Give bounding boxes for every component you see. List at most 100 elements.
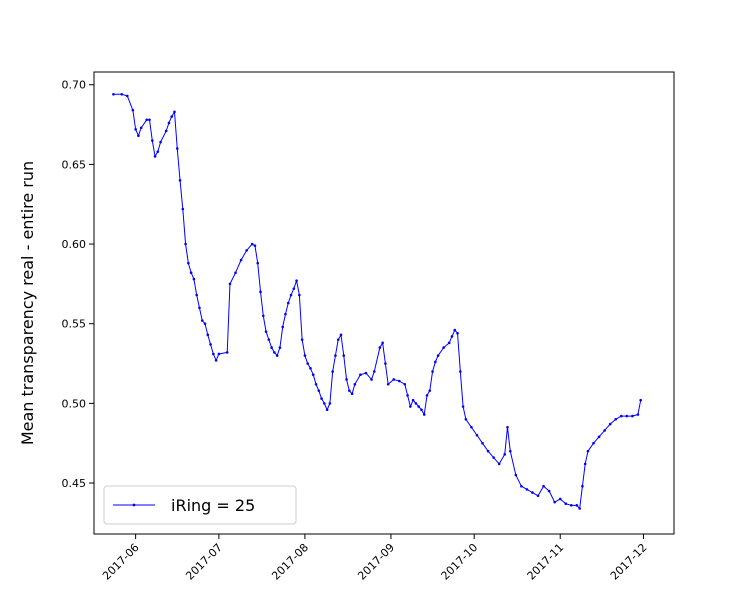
- data-point: [278, 346, 282, 349]
- data-point: [314, 382, 318, 386]
- data-point: [273, 351, 276, 354]
- data-point: [175, 147, 179, 150]
- data-point: [486, 449, 490, 453]
- data-point: [317, 389, 321, 392]
- data-point: [459, 370, 462, 373]
- y-tick-label: 0.70: [62, 79, 87, 92]
- y-tick-label: 0.50: [62, 397, 87, 410]
- data-point: [542, 484, 545, 488]
- data-point: [323, 402, 326, 405]
- data-point: [506, 425, 509, 429]
- data-point: [631, 414, 634, 418]
- data-point: [309, 367, 312, 370]
- data-point: [256, 261, 260, 265]
- data-point: [378, 346, 382, 349]
- data-point: [250, 242, 254, 246]
- data-point: [264, 330, 268, 333]
- data-point: [414, 402, 418, 405]
- data-point: [536, 494, 540, 498]
- data-point: [295, 279, 298, 283]
- y-tick-label: 0.60: [62, 238, 87, 251]
- data-point: [525, 488, 529, 491]
- data-point: [608, 422, 612, 426]
- data-point: [497, 462, 501, 466]
- data-point: [270, 346, 273, 349]
- data-point: [397, 379, 401, 383]
- data-point: [292, 287, 296, 290]
- data-point: [411, 398, 415, 402]
- data-point: [159, 140, 162, 144]
- data-point: [603, 429, 606, 432]
- data-point: [553, 500, 556, 504]
- data-point: [336, 338, 340, 341]
- data-point: [245, 249, 248, 252]
- data-point: [187, 261, 190, 265]
- data-point: [164, 129, 168, 133]
- data-point: [581, 484, 584, 488]
- data-point: [195, 293, 198, 297]
- data-point: [281, 325, 285, 329]
- data-point: [597, 435, 601, 439]
- data-point: [503, 453, 507, 456]
- data-point: [184, 242, 187, 246]
- data-point: [170, 115, 173, 118]
- data-point: [239, 258, 243, 262]
- data-point: [547, 489, 551, 493]
- data-point: [453, 328, 457, 332]
- data-point: [200, 319, 204, 322]
- data-point: [381, 341, 384, 345]
- data-point: [145, 118, 149, 122]
- plot-frame: [93, 71, 675, 535]
- data-point: [339, 333, 343, 337]
- data-point: [425, 394, 429, 397]
- data-point: [298, 293, 301, 297]
- data-point: [442, 346, 445, 349]
- data-point: [259, 290, 262, 294]
- data-point: [153, 155, 157, 158]
- data-point: [209, 343, 212, 346]
- data-point: [384, 362, 387, 365]
- data-point: [217, 352, 221, 356]
- data-point: [214, 359, 218, 362]
- data-point: [303, 354, 307, 357]
- data-point: [306, 362, 309, 365]
- data-point: [578, 507, 581, 510]
- data-point: [212, 352, 215, 356]
- data-point: [275, 354, 279, 357]
- data-point: [575, 504, 579, 507]
- data-point: [636, 413, 640, 416]
- data-point: [403, 382, 407, 386]
- data-point: [289, 293, 293, 297]
- data-point: [234, 271, 237, 275]
- data-point: [300, 338, 304, 341]
- data-point: [409, 405, 412, 408]
- data-point: [342, 354, 346, 357]
- data-point: [181, 207, 185, 211]
- data-point: [508, 449, 512, 453]
- data-point: [564, 502, 568, 506]
- data-point: [328, 402, 332, 405]
- data-point: [456, 331, 459, 335]
- data-point: [167, 121, 171, 125]
- legend-marker-swatch: [132, 503, 136, 507]
- data-point: [428, 389, 432, 392]
- data-point: [370, 378, 373, 381]
- data-point: [364, 371, 368, 375]
- data-point: [156, 150, 160, 153]
- y-tick-label: 0.65: [62, 158, 87, 171]
- legend-entry-label: iRing = 25: [171, 496, 255, 515]
- data-point: [267, 338, 271, 341]
- series-0: [112, 93, 642, 510]
- data-point: [392, 378, 396, 381]
- data-point: [189, 271, 193, 275]
- data-point: [325, 408, 329, 412]
- data-point: [192, 277, 196, 281]
- data-point: [150, 139, 154, 142]
- data-point: [639, 398, 642, 402]
- data-point: [139, 126, 143, 130]
- y-tick-label: 0.45: [62, 477, 87, 490]
- data-point: [619, 414, 623, 418]
- data-point: [286, 301, 290, 305]
- data-point: [261, 314, 265, 318]
- data-point: [420, 408, 423, 412]
